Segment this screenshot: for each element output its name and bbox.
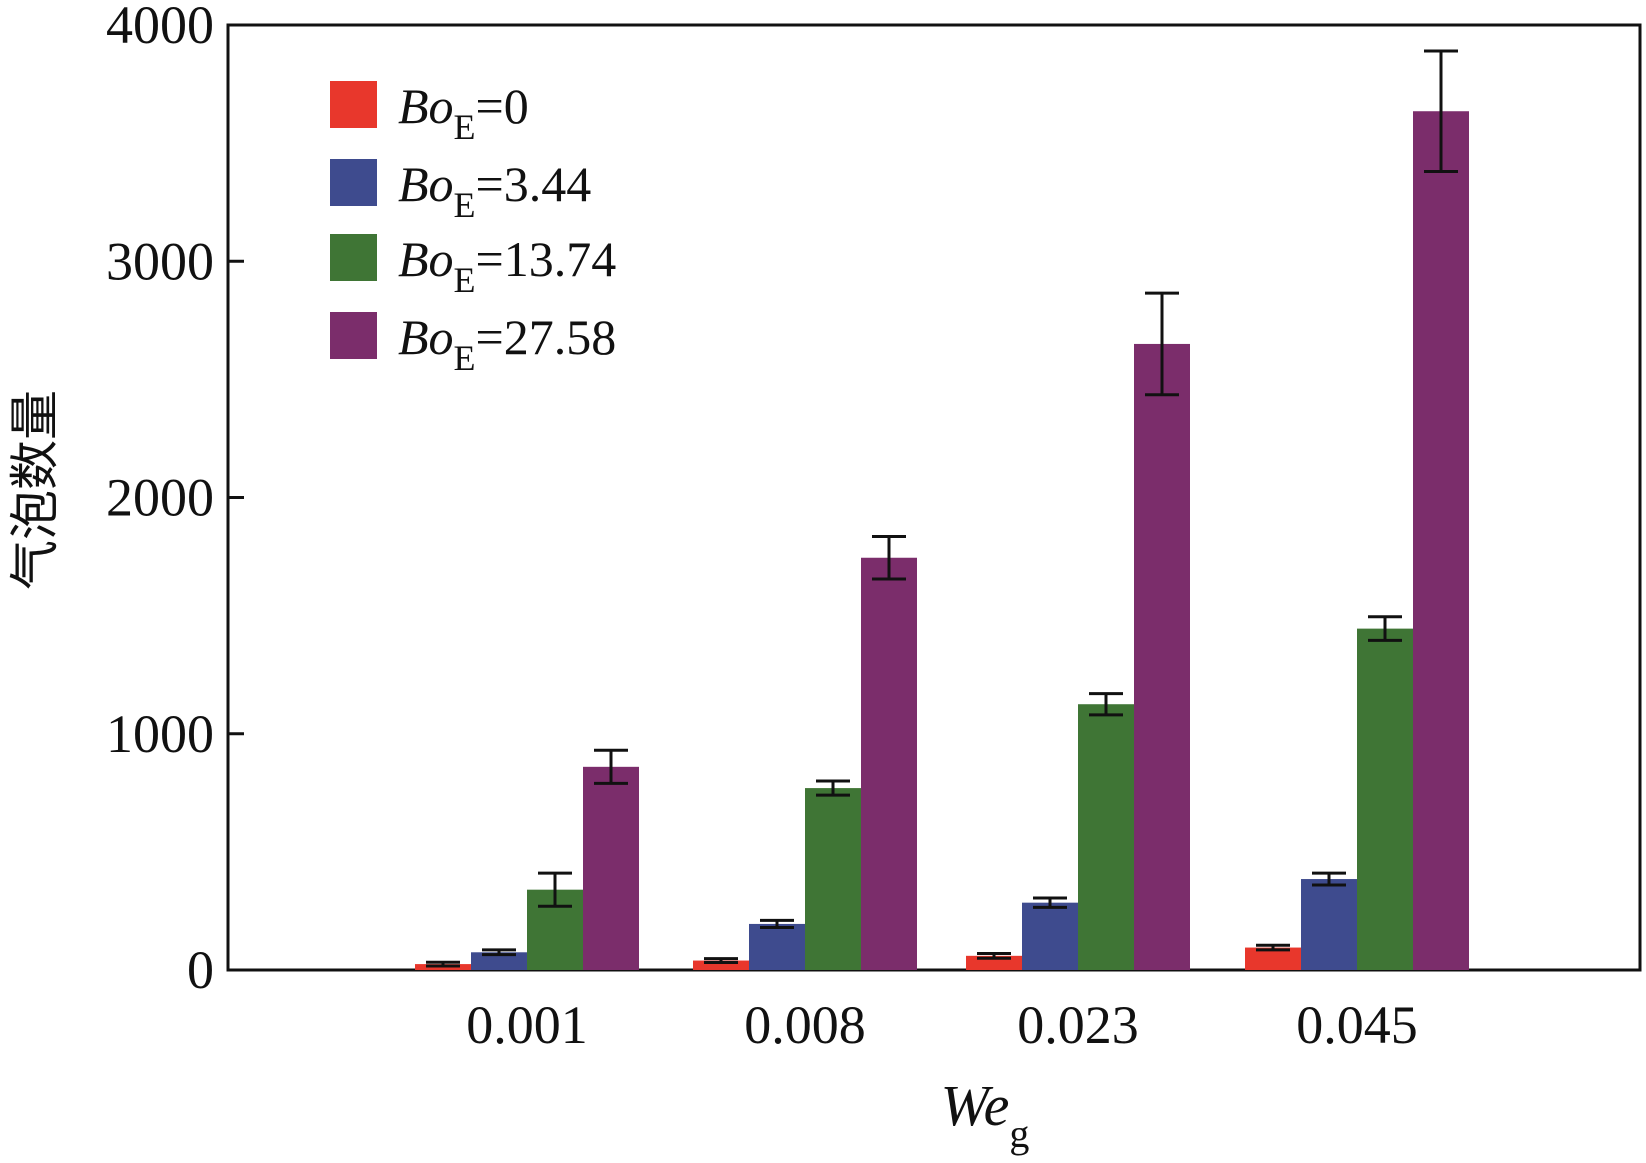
x-axis-label: Weg — [941, 1073, 1030, 1156]
y-tick-label: 1000 — [106, 704, 214, 764]
bar — [1357, 628, 1413, 970]
y-tick-label: 3000 — [106, 231, 214, 291]
y-tick-label: 4000 — [106, 0, 214, 55]
bar — [1078, 704, 1134, 970]
bar — [1413, 111, 1469, 970]
x-axis-label-main: We — [941, 1073, 1010, 1138]
bar — [861, 557, 917, 970]
legend-item: BoE=3.44 — [330, 156, 591, 225]
bars — [415, 111, 1469, 970]
bar — [583, 766, 639, 970]
legend-swatch — [330, 312, 377, 359]
y-tick-label: 0 — [187, 940, 214, 1000]
bar — [1022, 902, 1078, 970]
legend-label: BoE=27.58 — [398, 309, 616, 378]
legend-item: BoE=27.58 — [330, 309, 616, 378]
x-tick-label: 0.023 — [1017, 995, 1139, 1055]
y-tick-label: 2000 — [106, 468, 214, 528]
legend-item: BoE=13.74 — [330, 231, 616, 300]
legend-label: BoE=3.44 — [398, 156, 591, 225]
bar — [1301, 879, 1357, 970]
bar — [1134, 343, 1190, 970]
x-axis-ticks: 0.001 0.008 0.023 0.045 — [466, 995, 1418, 1055]
y-axis-ticks: 0 1000 2000 3000 4000 — [106, 0, 244, 1000]
legend-label: BoE=13.74 — [398, 231, 616, 300]
legend-swatch — [330, 234, 377, 281]
legend-swatch — [330, 159, 377, 206]
x-tick-label: 0.001 — [466, 995, 588, 1055]
bar — [471, 952, 527, 970]
legend-swatch — [330, 81, 377, 128]
bar — [805, 788, 861, 970]
bar — [1245, 947, 1301, 970]
y-axis-label: 气泡数量 — [6, 390, 64, 590]
x-tick-label: 0.045 — [1296, 995, 1418, 1055]
legend-label: BoE=0 — [398, 78, 529, 147]
bar — [749, 923, 805, 970]
x-tick-label: 0.008 — [744, 995, 866, 1055]
x-axis-label-sub: g — [1009, 1111, 1029, 1156]
legend-item: BoE=0 — [330, 78, 529, 147]
bar — [693, 960, 749, 970]
error-bars — [426, 49, 1458, 968]
